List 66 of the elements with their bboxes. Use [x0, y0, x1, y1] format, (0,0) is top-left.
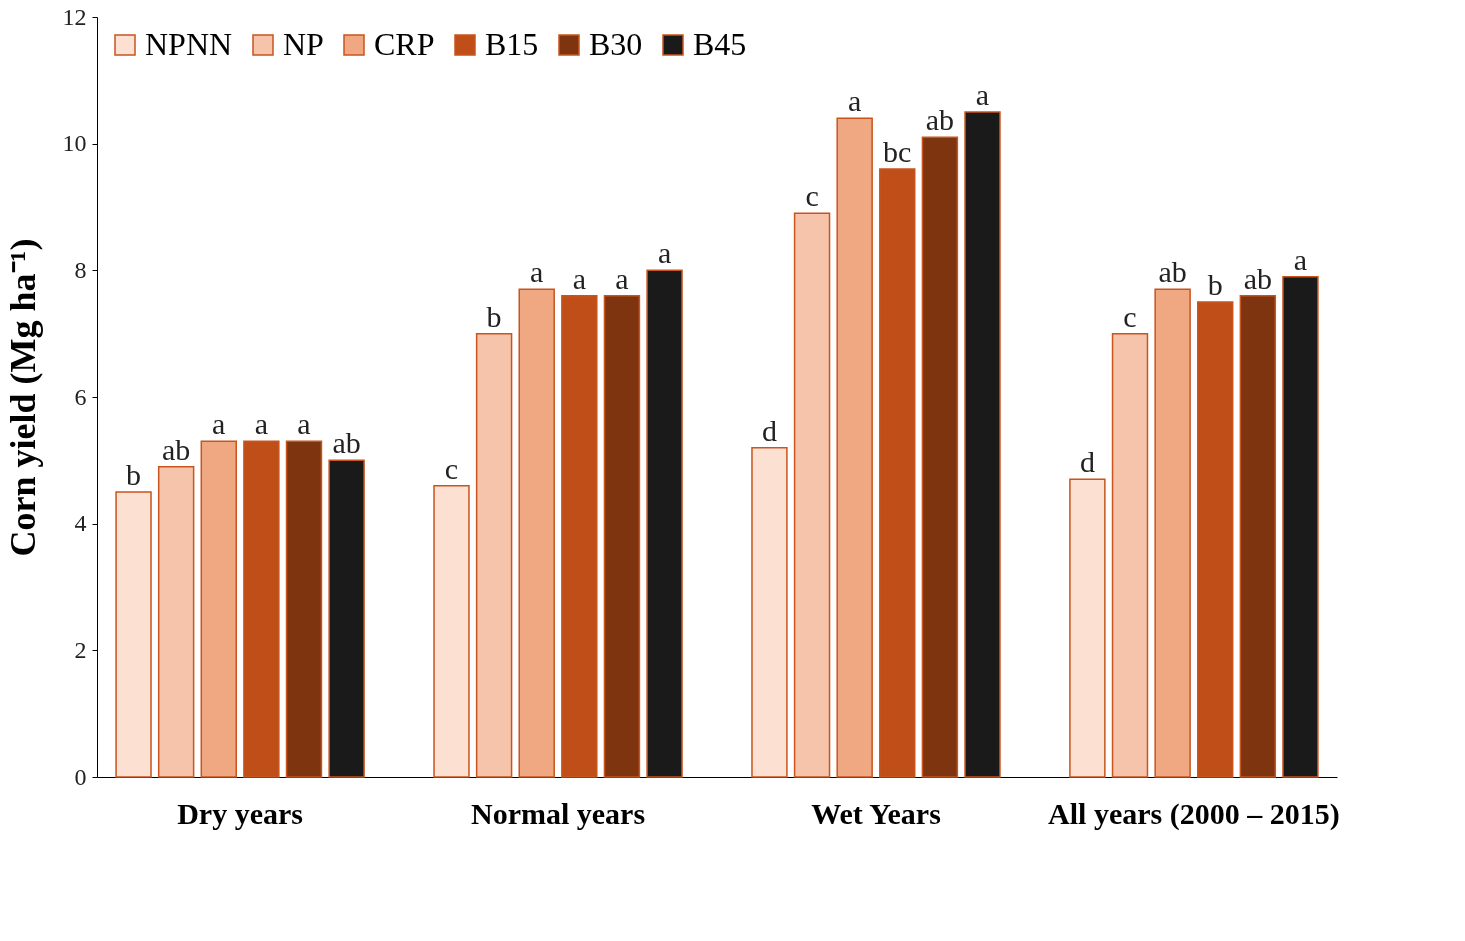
- bar: [836, 117, 873, 778]
- bar: [1197, 301, 1234, 778]
- bar: [1154, 288, 1191, 778]
- y-axis-title: Corn yield (Mg ha⁻¹): [2, 238, 43, 557]
- data-label: a: [254, 407, 269, 441]
- bar: [518, 288, 555, 778]
- y-tick-label: 8: [74, 256, 87, 283]
- data-label: a: [212, 407, 226, 441]
- data-label: ab: [1243, 261, 1272, 295]
- y-tick-label: 0: [74, 763, 87, 790]
- data-label: a: [975, 78, 990, 111]
- legend-label: NPNN: [145, 26, 233, 62]
- data-label: c: [805, 179, 819, 213]
- y-tick-label: 10: [62, 130, 87, 157]
- bar: [1239, 294, 1277, 778]
- bar: [964, 111, 1001, 778]
- x-tick-label: Dry years: [177, 796, 303, 830]
- bar: [157, 465, 195, 778]
- bar: [328, 459, 365, 778]
- data-label: ab: [1158, 255, 1187, 289]
- data-label: d: [761, 413, 777, 447]
- data-label: b: [126, 458, 142, 491]
- x-tick-label: Wet Years: [811, 796, 941, 830]
- data-label: ab: [332, 426, 361, 460]
- data-label: d: [1079, 445, 1095, 479]
- bar: [475, 332, 513, 778]
- bar: [751, 446, 788, 778]
- bar: [115, 491, 152, 778]
- bar: [646, 269, 683, 778]
- bar: [561, 294, 598, 778]
- legend-label: CRP: [374, 26, 435, 62]
- bar: [879, 168, 916, 778]
- data-label: ab: [925, 103, 955, 137]
- data-label: a: [572, 261, 586, 295]
- bar: [285, 440, 323, 778]
- bar: [603, 294, 641, 778]
- y-tick-label: 12: [62, 3, 87, 30]
- bar: [1069, 478, 1106, 778]
- data-label: ab: [162, 432, 191, 466]
- data-label: c: [444, 451, 459, 485]
- bar: [200, 440, 237, 778]
- x-tick-label: Normal years: [470, 796, 646, 830]
- data-label: b: [1207, 268, 1223, 301]
- bar: [433, 484, 470, 778]
- data-label: a: [297, 407, 311, 441]
- legend-label: B30: [589, 26, 643, 62]
- data-label: a: [657, 236, 672, 270]
- data-label: a: [1293, 242, 1308, 276]
- data-label: a: [615, 261, 629, 295]
- data-label: c: [1123, 299, 1137, 333]
- data-label: bc: [883, 135, 912, 168]
- legend-label: B45: [693, 26, 747, 62]
- data-label: a: [848, 84, 862, 118]
- bar: [793, 212, 831, 778]
- y-tick-label: 6: [74, 383, 87, 410]
- legend-label: NP: [283, 26, 324, 62]
- legend-label: B15: [485, 26, 539, 62]
- bar: [1111, 332, 1149, 778]
- data-label: b: [486, 299, 502, 333]
- bar: [921, 136, 959, 778]
- data-label: a: [530, 255, 544, 289]
- y-tick-label: 2: [74, 636, 87, 663]
- x-tick-label: All years (2000 – 2015): [1048, 796, 1340, 831]
- y-tick-label: 4: [74, 510, 87, 537]
- bar: [1282, 275, 1319, 778]
- bar: [243, 440, 280, 778]
